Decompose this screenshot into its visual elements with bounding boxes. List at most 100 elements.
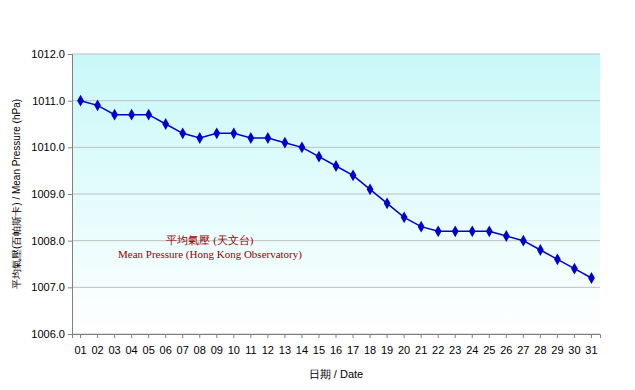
x-tick-label: 31	[585, 344, 597, 356]
y-tick-mark	[68, 147, 72, 148]
x-tick-label: 01	[74, 344, 86, 356]
x-tick: 07	[177, 334, 189, 356]
marker	[350, 169, 357, 181]
marker	[367, 183, 374, 195]
marker	[452, 225, 459, 237]
x-tick: 11	[245, 334, 256, 356]
grid-line	[72, 194, 600, 195]
x-tick-label: 19	[381, 344, 393, 356]
x-tick-label: 29	[551, 344, 563, 356]
x-tick-mark	[216, 334, 217, 338]
marker	[554, 253, 561, 265]
x-tick-label: 15	[313, 344, 325, 356]
x-tick-label: 07	[177, 344, 189, 356]
x-tick-mark	[404, 334, 405, 338]
x-tick-label: 27	[517, 344, 529, 356]
x-tick-label: 17	[347, 344, 359, 356]
x-tick: 12	[262, 334, 274, 356]
x-tick-label: 06	[160, 344, 172, 356]
x-tick-mark	[421, 334, 422, 338]
x-tick-mark	[284, 334, 285, 338]
x-tick-label: 13	[279, 344, 291, 356]
marker	[418, 221, 425, 233]
marker	[94, 99, 101, 111]
marker	[486, 225, 493, 237]
x-tick-mark	[182, 334, 183, 338]
marker	[299, 141, 306, 153]
marker	[145, 109, 152, 121]
x-tick-mark	[353, 334, 354, 338]
marker	[128, 109, 135, 121]
x-tick-label: 12	[262, 344, 274, 356]
x-tick-mark	[114, 334, 115, 338]
x-tick: 08	[194, 334, 206, 356]
y-tick-label: 1007.0	[31, 281, 65, 293]
x-tick-mark	[574, 334, 575, 338]
marker	[77, 95, 84, 107]
x-tick-mark	[336, 334, 337, 338]
y-axis: 1006.01007.01008.01009.01010.01011.01012…	[31, 48, 72, 340]
x-tick-label: 24	[466, 344, 478, 356]
x-tick-label: 10	[228, 344, 240, 356]
annotation: Mean Pressure (Hong Kong Observatory)	[118, 248, 302, 261]
x-tick-label: 23	[449, 344, 461, 356]
y-tick-mark	[68, 287, 72, 288]
marker	[384, 197, 391, 209]
grid	[72, 54, 600, 334]
marker	[435, 225, 442, 237]
x-tick-label: 28	[534, 344, 546, 356]
x-tick: 03	[108, 334, 120, 356]
line	[81, 101, 592, 278]
marker	[282, 137, 289, 149]
x-tick-label: 02	[91, 344, 103, 356]
plot-background	[72, 54, 600, 334]
x-tick: 21	[415, 334, 427, 356]
x-tick-mark	[438, 334, 439, 338]
x-tick-label: 04	[125, 344, 137, 356]
x-tick: 01	[74, 334, 86, 356]
x-tick-mark	[489, 334, 490, 338]
x-tick: 10	[228, 334, 240, 356]
x-tick-mark	[165, 334, 166, 338]
annotation: 平均氣壓 (天文台)	[166, 234, 253, 247]
x-tick-mark	[387, 334, 388, 338]
x-tick-label: 08	[194, 344, 206, 356]
x-tick-label: 05	[143, 344, 155, 356]
x-tick: 20	[398, 334, 410, 356]
x-tick: 31	[585, 334, 597, 356]
marker	[162, 118, 169, 130]
x-tick-mark	[591, 334, 592, 338]
marker	[333, 160, 340, 172]
marker	[247, 132, 254, 144]
x-tick: 17	[347, 334, 359, 356]
x-tick: 16	[330, 334, 342, 356]
x-tick-mark	[370, 334, 371, 338]
y-tick: 1009.0	[31, 188, 72, 200]
chart: 1006.01007.01008.01009.01010.01011.01012…	[0, 0, 635, 390]
marker	[316, 151, 323, 163]
y-tick-mark	[68, 241, 72, 242]
y-tick-mark	[68, 194, 72, 195]
x-tick: 29	[551, 334, 563, 356]
y-tick: 1006.0	[31, 328, 72, 340]
x-tick: 27	[517, 334, 529, 356]
x-tick-label: 25	[483, 344, 495, 356]
x-tick-label: 30	[568, 344, 580, 356]
marker	[503, 230, 510, 242]
y-axis-title: 平均氣壓(百帕斯卡) / Mean Pressure (hPa)	[11, 99, 22, 289]
y-tick: 1012.0	[31, 48, 72, 60]
x-tick: 26	[500, 334, 512, 356]
x-tick: 09	[211, 334, 223, 356]
x-tick: 06	[160, 334, 172, 356]
x-tick-mark	[318, 334, 319, 338]
marker	[230, 127, 237, 139]
x-tick-mark	[557, 334, 558, 338]
y-tick: 1011.0	[32, 95, 72, 107]
x-tick-label: 20	[398, 344, 410, 356]
grid-line	[72, 147, 600, 148]
marker	[213, 127, 220, 139]
x-tick: 15	[313, 334, 325, 356]
marker	[520, 235, 527, 247]
marker	[571, 263, 578, 275]
x-tick-mark	[301, 334, 302, 338]
